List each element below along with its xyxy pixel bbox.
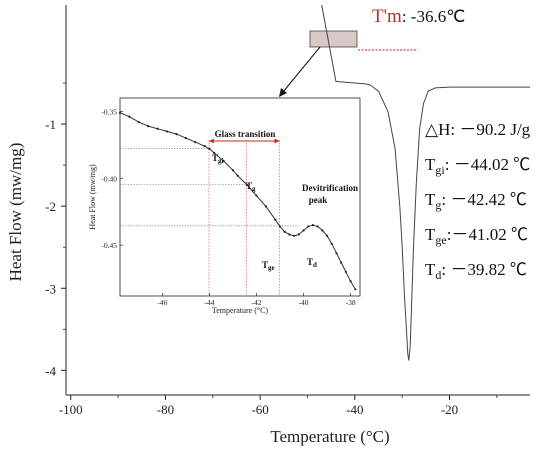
inset-x-tick-label: -42 <box>251 298 261 307</box>
inset-data-point <box>283 230 286 233</box>
main-y-tick-label: -3 <box>45 281 56 296</box>
inset-x-axis-title: Temperature (°C) <box>212 306 269 315</box>
inset-data-point <box>293 234 296 237</box>
inset-data-point <box>128 115 131 118</box>
devitrification-label: Devitrification <box>302 183 358 193</box>
inset-tgi-label: Tgi <box>212 153 224 165</box>
tge-label: Tge:－41.02 ℃ <box>425 225 528 247</box>
inset-data-point <box>245 183 249 187</box>
inset-data-point <box>302 229 305 232</box>
glass-transition-label: Glass transition <box>215 129 276 139</box>
onset-temperature-label: T'm: -36.6℃ <box>372 6 465 27</box>
glass-transition-arrowhead-right <box>274 138 280 144</box>
tg-label: Tg: －42.42 ℃ <box>425 190 527 212</box>
inset-data-point <box>255 194 258 197</box>
inset-data-point <box>297 233 300 236</box>
inset-data-point <box>165 130 169 133</box>
inset-y-tick-label: -0.35 <box>101 107 117 116</box>
main-y-tick-label: -4 <box>45 363 56 378</box>
inset-data-point <box>354 288 357 291</box>
inset-data-point <box>208 147 211 150</box>
inset-tge-label: Tge <box>262 260 275 272</box>
inset-data-point <box>316 225 319 228</box>
inset-data-point <box>307 225 310 228</box>
td-label: Td: －39.82 ℃ <box>425 260 527 282</box>
inset-data-point <box>344 270 347 274</box>
main-x-tick-label: -40 <box>346 402 363 417</box>
inset-data-point <box>335 252 338 255</box>
enthalpy-label: △H: －90.2 J/g <box>425 120 531 139</box>
main-x-axis-title: Temperature (°C) <box>270 427 389 446</box>
inset-data-point <box>137 120 140 124</box>
tgi-label: Tgi: －44.02 ℃ <box>425 155 530 177</box>
inset-x-tick-label: -44 <box>204 298 214 307</box>
inset-x-tick-label: -40 <box>299 298 309 307</box>
inset-data-point <box>203 145 206 148</box>
inset-y-axis-title: Heat Flow (mw/mg) <box>88 164 97 230</box>
main-x-tick-label: -60 <box>251 402 268 417</box>
main-y-tick-label: -2 <box>45 199 56 214</box>
inset-tg-label: Tg <box>246 181 256 193</box>
inset-data-point <box>194 141 197 144</box>
inset-x-tick-label: -46 <box>157 298 167 307</box>
inset-y-tick-label: -0.45 <box>101 241 117 250</box>
zoom-arrow <box>282 46 321 93</box>
devitrification-label-line2: peak <box>309 195 328 205</box>
inset-data-point <box>213 151 216 154</box>
inset-data-point <box>156 127 159 130</box>
inset-chart: -46 -44 -42 -40 -38 -0.35 -0.40 -0.45 Temperat… <box>88 97 361 315</box>
inset-data-point <box>264 205 267 208</box>
inset-y-tick-label: -0.40 <box>101 174 117 183</box>
inset-heat-flow-line <box>119 112 356 290</box>
main-y-axis-title: Heat Flow (mw/mg) <box>6 143 25 282</box>
inset-data-point <box>325 234 329 237</box>
inset-data-point <box>278 225 282 228</box>
inset-data-point <box>175 133 178 136</box>
inset-td-label: Td <box>307 257 317 269</box>
main-heat-flow-line <box>321 4 530 361</box>
inset-data-point <box>340 261 343 264</box>
inset-data-point <box>274 218 277 221</box>
main-x-tick-label: -100 <box>59 402 83 417</box>
inset-data-point <box>321 229 324 232</box>
inset-data-point <box>349 280 352 283</box>
zoom-arrow-head <box>279 88 287 97</box>
inset-data-point <box>147 124 150 128</box>
glass-transition-arrowhead-left <box>208 138 214 144</box>
inset-x-tick-label: -38 <box>346 298 356 307</box>
inset-frame <box>119 97 361 297</box>
inset-data-point <box>330 242 333 245</box>
inset-data-point <box>236 174 239 177</box>
inset-data-point <box>184 137 187 140</box>
inset-data-point <box>222 159 225 162</box>
main-y-tick-label: -1 <box>45 117 56 132</box>
inset-data-point <box>311 223 315 227</box>
inset-data-point <box>118 111 122 114</box>
main-x-tick-label: -20 <box>441 402 458 417</box>
main-x-tick-label: -80 <box>157 402 174 417</box>
inset-data-point <box>288 233 291 236</box>
inset-data-point <box>231 169 235 172</box>
zoom-region-box <box>309 30 358 48</box>
